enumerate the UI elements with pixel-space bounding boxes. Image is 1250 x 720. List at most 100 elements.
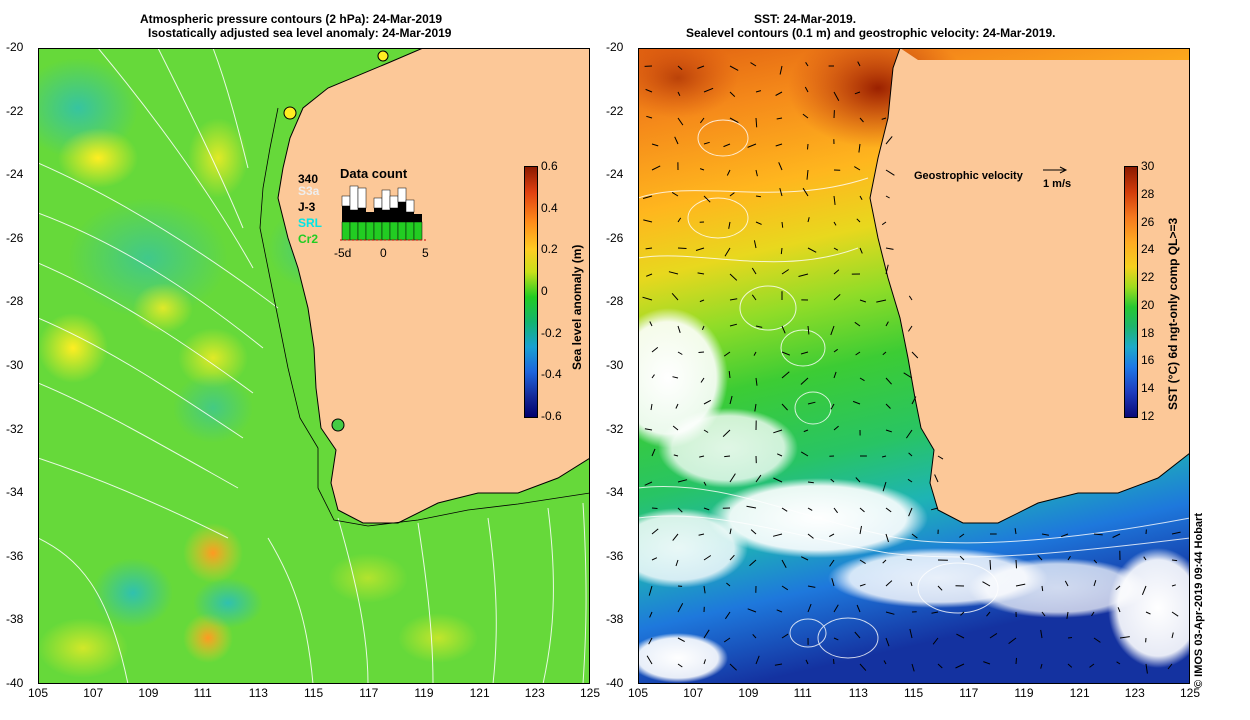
velocity-arrow [885, 169, 895, 176]
velocity-arrow [1067, 663, 1073, 668]
velocity-arrow [723, 143, 731, 148]
velocity-arrow [932, 637, 939, 645]
velocity-arrow [755, 474, 762, 483]
sst-colorbar-tick: 22 [1141, 270, 1155, 285]
sst-colorbar-tick: 20 [1141, 297, 1155, 312]
velocity-arrow [1115, 585, 1121, 590]
sla-colorbar-tick: 0.4 [541, 200, 558, 215]
left-x-tick: 105 [28, 686, 49, 700]
velocity-arrow [833, 371, 837, 379]
velocity-arrow [833, 425, 839, 431]
velocity-arrow [677, 351, 683, 355]
velocity-arrow [1171, 531, 1181, 535]
velocity-arrow [651, 374, 655, 379]
velocity-arrow [674, 136, 679, 145]
velocity-arrow [907, 478, 913, 483]
velocity-arrow [859, 559, 866, 565]
velocity-arrow [1040, 629, 1043, 639]
right-x-tick: 105 [628, 686, 649, 700]
velocity-arrow [776, 117, 783, 120]
velocity-arrow [651, 448, 656, 457]
velocity-arrow [1015, 583, 1026, 587]
velocity-arrow [804, 86, 809, 93]
velocity-arrow [677, 65, 683, 70]
velocity-arrow [781, 585, 789, 591]
velocity-arrow [806, 169, 809, 180]
mission-srl: SRL [298, 216, 322, 230]
right-y-tick: -22 [606, 103, 624, 118]
velocity-arrow [729, 323, 738, 327]
velocity-arrow [1143, 556, 1147, 561]
left-x-tick: 113 [248, 686, 268, 700]
velocity-arrow [911, 351, 919, 359]
velocity-arrow [934, 474, 939, 483]
velocity-arrow [780, 247, 783, 255]
velocity-arrow [677, 117, 684, 126]
velocity-arrow [807, 533, 814, 539]
velocity-arrow [856, 604, 861, 613]
velocity-arrow [753, 240, 757, 249]
velocity-arrow [833, 637, 839, 641]
velocity-arrow [1041, 533, 1049, 536]
velocity-arrow [830, 478, 835, 483]
velocity-arrow [703, 629, 710, 639]
sla-colorbar-tick: 0 [541, 284, 548, 298]
velocity-arrow [931, 611, 939, 614]
left-map [38, 48, 590, 684]
australia-landmass [278, 48, 590, 523]
velocity-arrow [677, 663, 683, 668]
velocity-arrow [800, 451, 809, 457]
velocity-arrow [677, 603, 684, 613]
velocity-arrow [755, 655, 760, 665]
tide-gauge-marker [377, 50, 389, 62]
velocity-arrow [699, 117, 705, 124]
velocity-arrow [1093, 559, 1098, 564]
velocity-arrow [751, 294, 757, 301]
velocity-arrow [729, 273, 738, 281]
velocity-arrow [754, 403, 757, 412]
velocity-arrow [703, 481, 707, 486]
velocity-arrow [937, 455, 944, 460]
velocity-arrow [854, 631, 861, 639]
velocity-arrow [802, 187, 809, 197]
velocity-arrow [755, 117, 758, 128]
mission-cr2: Cr2 [298, 232, 319, 246]
right-x-tick: 111 [793, 686, 812, 700]
velocity-arrow [989, 559, 992, 570]
velocity-arrow [909, 628, 913, 639]
right-x-tick: 125 [1180, 686, 1201, 700]
velocity-arrow [752, 634, 757, 639]
sla-colorbar-tick: 0.2 [541, 242, 558, 257]
velocity-arrow [955, 663, 965, 669]
velocity-arrow [773, 429, 783, 434]
velocity-arrow [646, 273, 653, 277]
left-x-tick: 109 [138, 686, 159, 700]
right-y-tick: -38 [606, 612, 624, 627]
velocity-arrow [747, 608, 757, 613]
velocity-arrow [859, 117, 864, 123]
left-map-frame [38, 48, 590, 684]
left-y-tick: -22 [6, 103, 24, 118]
velocity-arrow [724, 455, 731, 458]
velocity-arrow [775, 91, 783, 96]
velocity-arrow [749, 559, 757, 567]
velocity-arrow [881, 455, 887, 458]
velocity-arrow [908, 507, 913, 517]
velocity-arrow [699, 455, 705, 458]
data-count-total: 340 [298, 172, 319, 186]
histogram-tick-5: 5 [422, 246, 429, 260]
velocity-arrow [729, 528, 732, 535]
velocity-arrow [671, 292, 679, 301]
velocity-arrow [1089, 663, 1095, 668]
velocity-arrow [697, 272, 705, 275]
right-x-tick: 117 [959, 686, 979, 700]
credit-text: © IMOS 03-Apr-2019 09:44 Hobart [1193, 513, 1205, 688]
velocity-arrow [807, 603, 812, 613]
velocity-arrow [859, 195, 863, 200]
velocity-arrow [859, 663, 867, 671]
velocity-arrow [651, 347, 659, 353]
sst-colorbar [1124, 166, 1138, 418]
velocity-arrow [695, 247, 705, 251]
velocity-arrow [1067, 555, 1071, 561]
right-y-tick: -28 [606, 294, 624, 309]
